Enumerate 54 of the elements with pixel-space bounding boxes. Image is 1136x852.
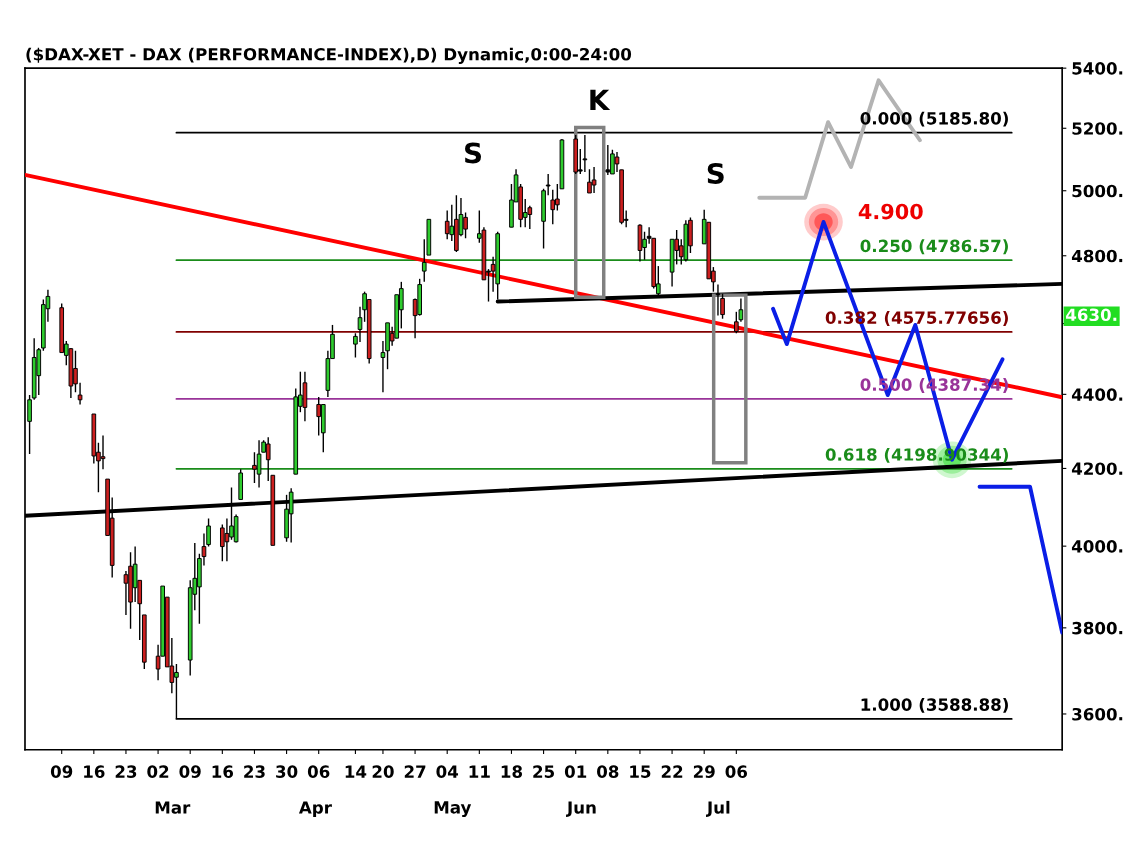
y-tick-label: 3800. xyxy=(1072,621,1123,635)
x-tick-label: 04 xyxy=(436,765,459,778)
x-tick-label: 09 xyxy=(50,765,73,778)
x-tick-label: 14 xyxy=(345,765,367,778)
candlestick xyxy=(220,523,225,563)
candlestick xyxy=(605,144,611,176)
candlestick xyxy=(444,209,450,240)
x-tick-label: 25 xyxy=(533,765,555,778)
x-tick-label: 23 xyxy=(244,765,265,778)
text: Jun xyxy=(566,801,596,817)
text: Jul xyxy=(706,800,730,817)
text: Apr xyxy=(298,801,332,818)
text: May xyxy=(434,801,472,818)
series-label: 0.000 (5185.80) xyxy=(860,111,1008,127)
x-tick-label: 09 xyxy=(179,765,201,778)
x-tick-label: 22 xyxy=(661,765,683,778)
y-tick-label: 5400. xyxy=(1072,62,1123,75)
candlestick xyxy=(550,189,556,225)
x-tick-label: 18 xyxy=(501,765,523,778)
text: 4630. xyxy=(1066,308,1117,322)
y-tick-label: 4800. xyxy=(1071,249,1123,263)
x-tick-label: 20 xyxy=(372,765,394,778)
annotation: S xyxy=(707,162,724,184)
candlestick xyxy=(256,439,262,489)
x-tick-label: 11 xyxy=(469,765,490,778)
y-tick-label: 4400. xyxy=(1071,388,1123,401)
candlestick xyxy=(715,283,721,317)
series-label: 0.250 (4786.57) xyxy=(860,239,1008,255)
x-tick-label: 01 xyxy=(564,765,587,778)
x-tick-label: 06 xyxy=(725,765,748,778)
y-tick-label: 5000. xyxy=(1072,184,1123,198)
x-tick-label: 30 xyxy=(276,765,298,778)
candlestick xyxy=(591,166,597,194)
annotation: 4.900 xyxy=(858,203,923,220)
x-tick-label: 15 xyxy=(630,765,651,778)
y-tick-label: 5200. xyxy=(1072,122,1123,135)
chart-title: ($DAX-XET - DAX (PERFORMANCE-INDEX),D) Dynamic,0:00-24:00 xyxy=(26,47,632,64)
x-tick-label: 16 xyxy=(212,765,234,778)
series-label: 1.000 (3588.88) xyxy=(861,698,1008,713)
x-tick-label: 29 xyxy=(693,765,715,778)
annotation: K xyxy=(590,89,611,110)
candlestick xyxy=(316,396,322,437)
annotation: S xyxy=(465,142,482,164)
x-tick-label: 27 xyxy=(404,765,426,778)
x-tick-label: 08 xyxy=(597,765,619,778)
candlestick xyxy=(224,517,230,563)
x-tick-label: 23 xyxy=(115,765,137,778)
x-tick-label: 16 xyxy=(84,765,105,778)
y-tick-label: 4200. xyxy=(1071,462,1123,476)
y-tick-label: 3600. xyxy=(1072,707,1123,721)
x-tick-label: 02 xyxy=(147,765,169,778)
x-tick-label: 06 xyxy=(307,765,330,778)
y-tick-label: 4000. xyxy=(1071,540,1123,553)
text: Mar xyxy=(155,801,191,814)
